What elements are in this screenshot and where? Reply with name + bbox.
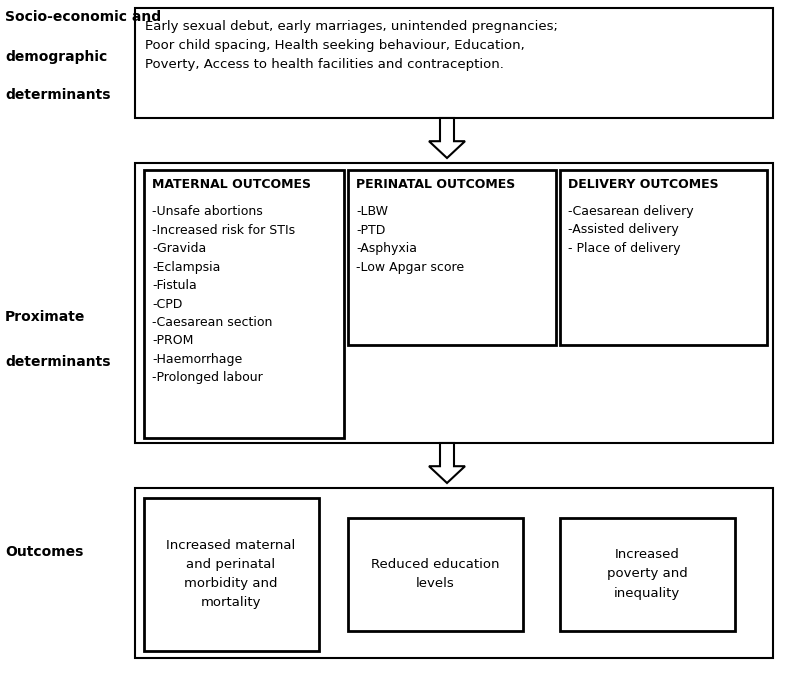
Bar [144,498,319,651]
Bar [348,518,523,631]
Bar [135,488,773,658]
Text: Increased
poverty and
inequality: Increased poverty and inequality [607,548,687,600]
Text: -LBW
-PTD
-Asphyxia
-Low Apgar score: -LBW -PTD -Asphyxia -Low Apgar score [356,205,464,273]
Bar [144,170,344,438]
Text: MATERNAL OUTCOMES: MATERNAL OUTCOMES [152,178,311,191]
Text: PERINATAL OUTCOMES: PERINATAL OUTCOMES [356,178,515,191]
Text: DELIVERY OUTCOMES: DELIVERY OUTCOMES [568,178,719,191]
Bar [135,163,773,443]
Text: Proximate: Proximate [5,310,85,324]
Text: -Unsafe abortions
-Increased risk for STIs
-Gravida
-Eclampsia
-Fistula
-CPD
-Ca: -Unsafe abortions -Increased risk for ST… [152,205,296,384]
Text: Socio-economic and: Socio-economic and [5,10,161,24]
Text: demographic: demographic [5,50,107,64]
Bar [560,518,735,631]
Bar [135,8,773,118]
Text: Reduced education
levels: Reduced education levels [370,558,500,590]
Text: determinants: determinants [5,88,110,102]
Polygon shape [429,443,465,483]
Text: Early sexual debut, early marriages, unintended pregnancies;
Poor child spacing,: Early sexual debut, early marriages, uni… [145,20,558,71]
Bar [348,170,556,345]
Bar [560,170,767,345]
Polygon shape [429,118,465,158]
Text: Outcomes: Outcomes [5,545,84,559]
Text: determinants: determinants [5,355,110,369]
Text: -Caesarean delivery
-Assisted delivery
- Place of delivery: -Caesarean delivery -Assisted delivery -… [568,205,693,255]
Text: Increased maternal
and perinatal
morbidity and
mortality: Increased maternal and perinatal morbidi… [166,539,296,609]
